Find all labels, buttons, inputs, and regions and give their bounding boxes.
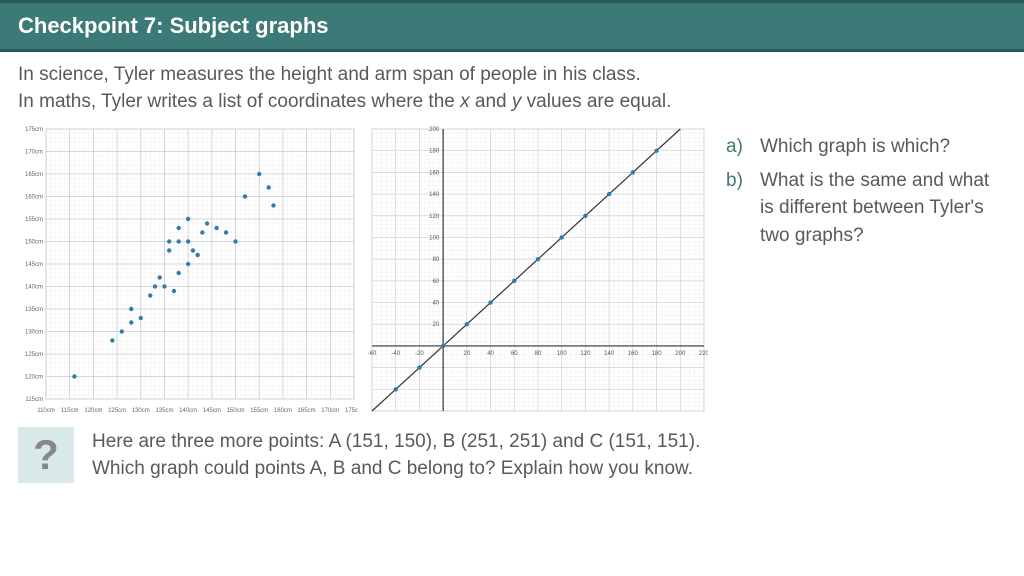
footer-row: ? Here are three more points: A (151, 15… bbox=[0, 419, 1024, 483]
svg-text:135cm: 135cm bbox=[155, 408, 173, 414]
svg-text:140: 140 bbox=[429, 192, 440, 198]
line-svg: -60 -40 -20 20 40 60 80 100 120 140 160 180 200 220 20… bbox=[368, 125, 708, 415]
svg-text:130cm: 130cm bbox=[25, 330, 43, 336]
content-row: 110cm 115cm 120cm 125cm 130cm 135cm 140cm 145cm… bbox=[0, 121, 1024, 419]
svg-text:40: 40 bbox=[432, 301, 439, 307]
svg-text:110cm: 110cm bbox=[37, 408, 55, 414]
question-a: a) Which graph is which? bbox=[726, 133, 1006, 161]
svg-text:100: 100 bbox=[557, 351, 568, 357]
svg-text:175cm: 175cm bbox=[25, 127, 43, 133]
svg-text:120: 120 bbox=[429, 214, 440, 220]
svg-text:155cm: 155cm bbox=[250, 408, 268, 414]
question-mark-icon: ? bbox=[18, 427, 74, 483]
svg-text:155cm: 155cm bbox=[25, 217, 43, 223]
svg-text:180: 180 bbox=[652, 351, 663, 357]
svg-text:170cm: 170cm bbox=[25, 150, 43, 156]
svg-text:20: 20 bbox=[464, 351, 471, 357]
svg-text:80: 80 bbox=[535, 351, 542, 357]
svg-text:120cm: 120cm bbox=[25, 375, 43, 381]
svg-text:-20: -20 bbox=[415, 351, 424, 357]
svg-text:180: 180 bbox=[429, 149, 440, 155]
scatter-svg: 110cm 115cm 120cm 125cm 130cm 135cm 140cm 145cm… bbox=[18, 125, 358, 415]
svg-text:-60: -60 bbox=[368, 351, 377, 357]
svg-text:160cm: 160cm bbox=[274, 408, 292, 414]
svg-text:175cm: 175cm bbox=[345, 408, 358, 414]
svg-text:40: 40 bbox=[487, 351, 494, 357]
svg-text:-40: -40 bbox=[391, 351, 400, 357]
question-a-letter: a) bbox=[726, 133, 748, 161]
question-b-text: What is the same and what is different b… bbox=[760, 167, 1006, 250]
svg-text:140cm: 140cm bbox=[25, 285, 43, 291]
svg-text:135cm: 135cm bbox=[25, 307, 43, 313]
footer-text: Here are three more points: A (151, 150)… bbox=[92, 428, 700, 483]
svg-text:115cm: 115cm bbox=[61, 408, 79, 414]
svg-text:145cm: 145cm bbox=[25, 262, 43, 268]
line-chart: -60 -40 -20 20 40 60 80 100 120 140 160 180 200 220 20… bbox=[368, 125, 708, 415]
svg-text:115cm: 115cm bbox=[25, 397, 43, 403]
footer-line2: Which graph could points A, B and C belo… bbox=[92, 455, 700, 483]
footer-line1: Here are three more points: A (151, 150)… bbox=[92, 428, 700, 456]
svg-text:120cm: 120cm bbox=[84, 408, 102, 414]
svg-text:125cm: 125cm bbox=[108, 408, 126, 414]
question-b-letter: b) bbox=[726, 167, 748, 250]
svg-text:60: 60 bbox=[432, 279, 439, 285]
svg-text:60: 60 bbox=[511, 351, 518, 357]
svg-text:165cm: 165cm bbox=[25, 172, 43, 178]
svg-text:145cm: 145cm bbox=[203, 408, 221, 414]
slide-header: Checkpoint 7: Subject graphs bbox=[0, 0, 1024, 52]
svg-text:125cm: 125cm bbox=[25, 352, 43, 358]
svg-text:140cm: 140cm bbox=[179, 408, 197, 414]
question-a-text: Which graph is which? bbox=[760, 133, 950, 161]
svg-text:200: 200 bbox=[429, 127, 440, 133]
svg-text:150cm: 150cm bbox=[227, 408, 245, 414]
intro-line1: In science, Tyler measures the height an… bbox=[18, 62, 1006, 89]
scatter-chart: 110cm 115cm 120cm 125cm 130cm 135cm 140cm 145cm… bbox=[18, 125, 358, 415]
svg-text:140: 140 bbox=[604, 351, 615, 357]
questions-list: a) Which graph is which? b) What is the … bbox=[718, 125, 1006, 255]
question-b: b) What is the same and what is differen… bbox=[726, 167, 1006, 250]
svg-text:220: 220 bbox=[699, 351, 708, 357]
svg-text:100: 100 bbox=[429, 236, 440, 242]
svg-text:170cm: 170cm bbox=[321, 408, 339, 414]
svg-text:200: 200 bbox=[675, 351, 686, 357]
svg-text:150cm: 150cm bbox=[25, 240, 43, 246]
svg-text:80: 80 bbox=[432, 257, 439, 263]
svg-text:120: 120 bbox=[580, 351, 591, 357]
svg-text:165cm: 165cm bbox=[298, 408, 316, 414]
svg-text:160: 160 bbox=[628, 351, 639, 357]
svg-text:20: 20 bbox=[432, 322, 439, 328]
svg-text:160: 160 bbox=[429, 171, 440, 177]
svg-text:130cm: 130cm bbox=[132, 408, 150, 414]
intro-line2: In maths, Tyler writes a list of coordin… bbox=[18, 89, 1006, 116]
svg-text:160cm: 160cm bbox=[25, 195, 43, 201]
intro-text: In science, Tyler measures the height an… bbox=[0, 52, 1024, 121]
slide-title: Checkpoint 7: Subject graphs bbox=[18, 13, 329, 38]
